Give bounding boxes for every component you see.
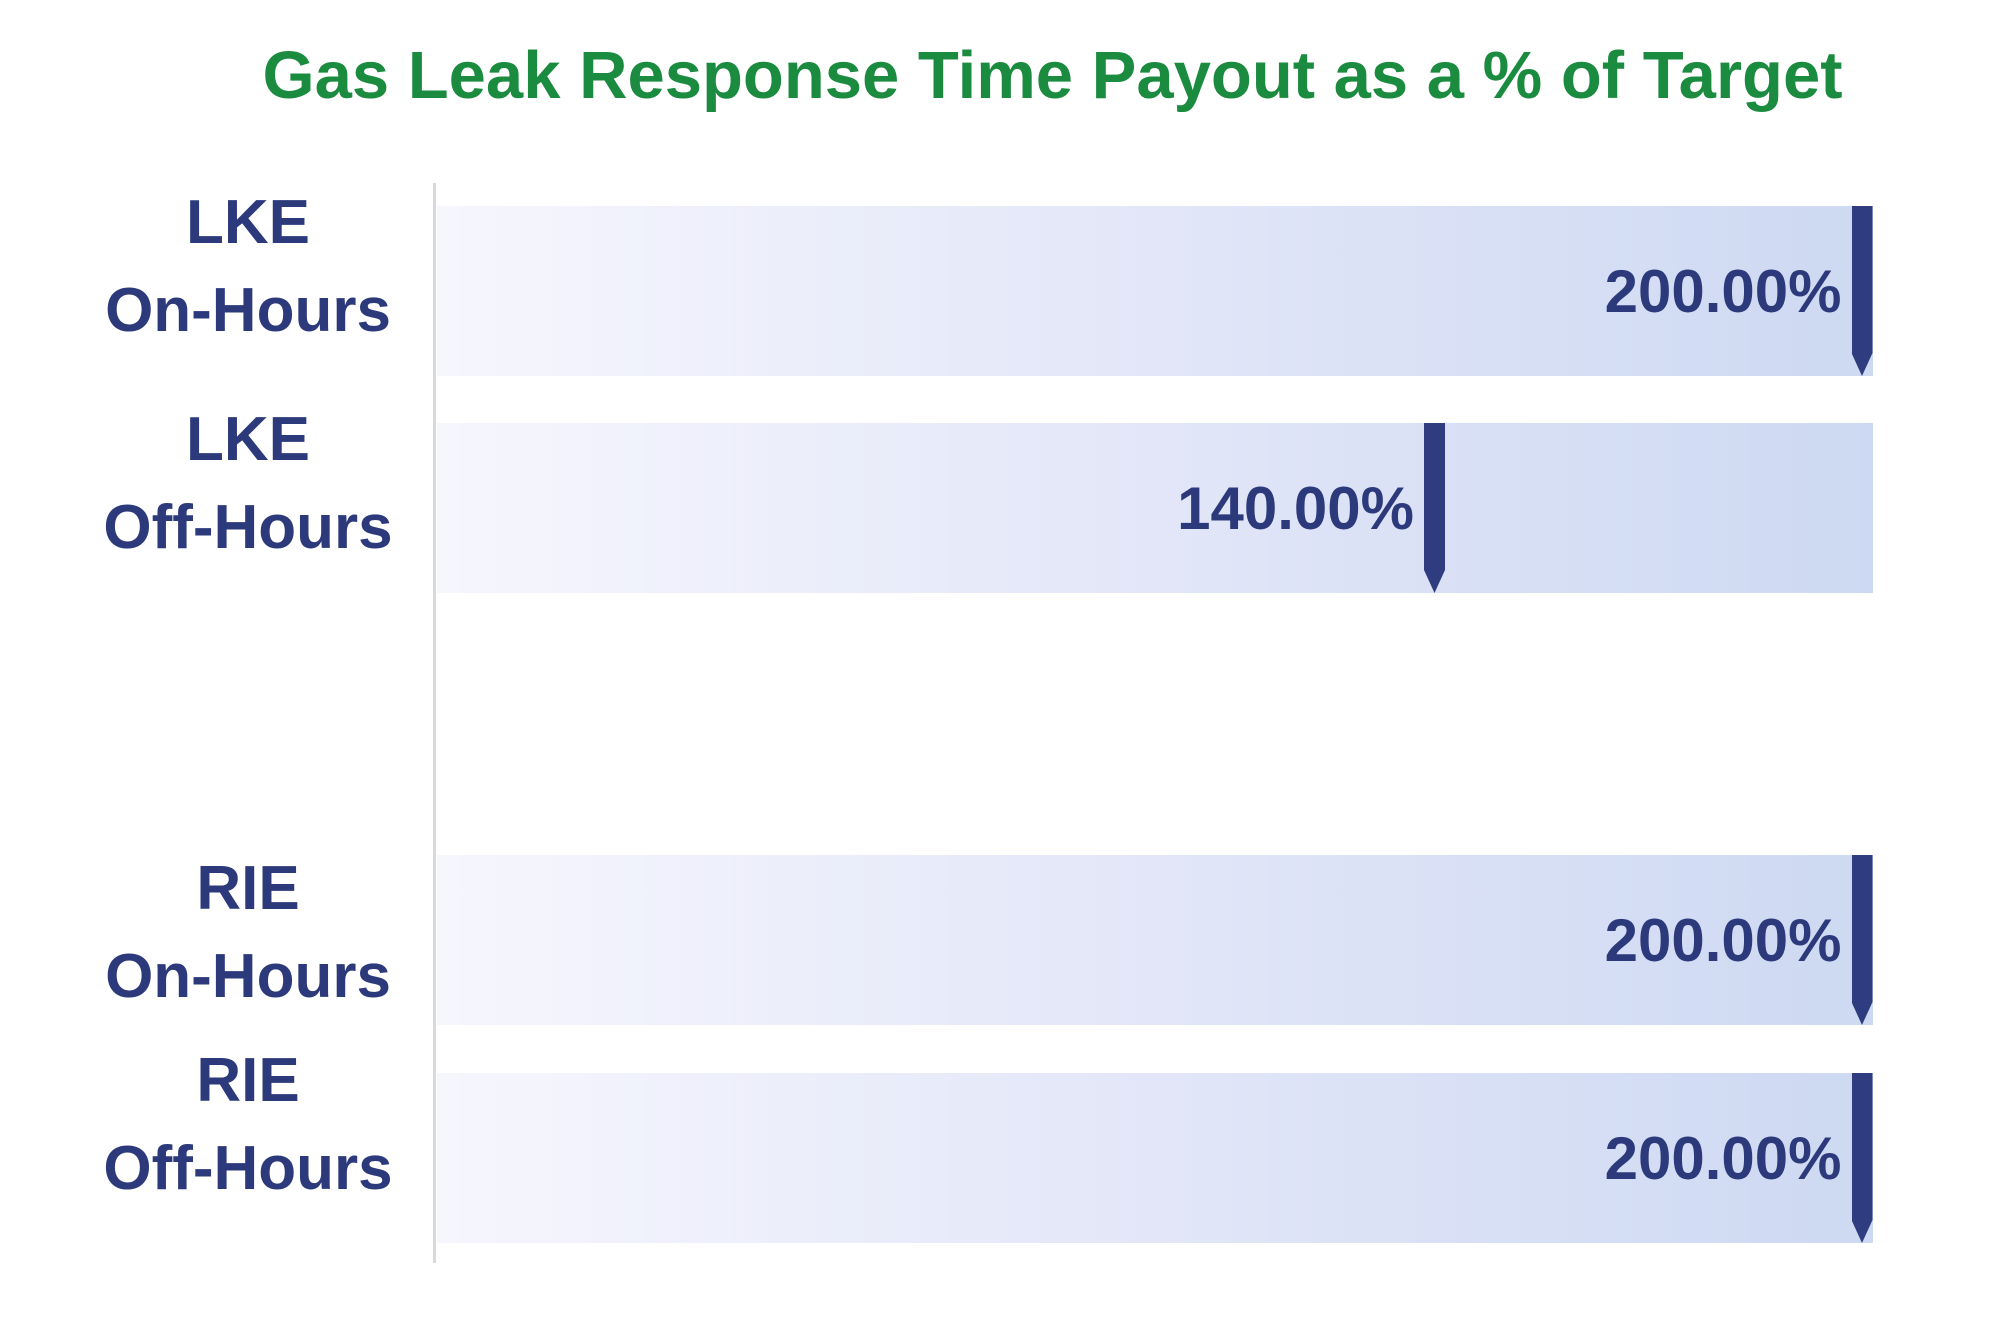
category-label-line: RIE <box>196 1046 300 1115</box>
category-label: LKE Off-Hours <box>50 396 446 572</box>
bar-track <box>437 206 1873 376</box>
bar-track <box>437 1073 1873 1243</box>
value-label: 140.00% <box>1177 474 1414 542</box>
value-pin-marker-icon <box>1852 1073 1873 1243</box>
value-pin-marker-icon <box>1424 423 1445 593</box>
category-label-line: RIE <box>196 854 300 923</box>
category-label: RIE On-Hours <box>50 845 446 1021</box>
value-label: 200.00% <box>1604 906 1842 974</box>
y-axis-line <box>433 183 436 1263</box>
category-label-line: Off-Hours <box>103 493 393 562</box>
category-label-line: LKE <box>186 405 310 474</box>
category-label-line: On-Hours <box>105 942 391 1011</box>
category-label-line: On-Hours <box>105 276 391 345</box>
category-label-line: LKE <box>186 188 310 257</box>
chart-title: Gas Leak Response Time Payout as a % of … <box>262 38 1843 113</box>
bar-track <box>437 855 1873 1025</box>
value-label: 200.00% <box>1604 257 1842 325</box>
bar-track <box>437 423 1873 593</box>
category-label: LKE On-Hours <box>50 179 446 355</box>
value-label: 200.00% <box>1604 1124 1842 1192</box>
value-pin-marker-icon <box>1852 206 1873 376</box>
category-label: RIE Off-Hours <box>50 1037 446 1213</box>
value-pin-marker-icon <box>1852 855 1873 1025</box>
category-label-line: Off-Hours <box>103 1134 393 1203</box>
